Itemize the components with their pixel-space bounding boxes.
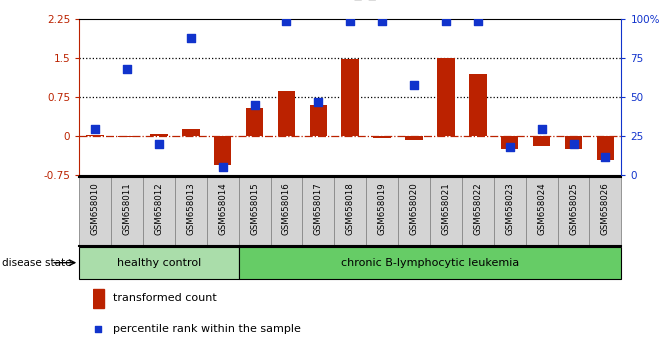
Point (90, 126, 101, 131)
Bar (239, 177, 270, 246)
Bar (462, 177, 494, 246)
Point (472, 18, 483, 24)
Bar (182, 129, 199, 136)
Text: GSM658011: GSM658011 (123, 183, 132, 235)
Bar (589, 177, 621, 246)
Point (505, 144, 515, 150)
Point (93, 326, 104, 332)
Point (249, 102, 260, 108)
Bar (501, 136, 519, 149)
Text: GSM658013: GSM658013 (187, 183, 195, 235)
Bar (405, 136, 423, 140)
Text: transformed count: transformed count (113, 293, 217, 303)
Text: GSM658021: GSM658021 (442, 183, 450, 235)
Text: percentile rank within the sample: percentile rank within the sample (113, 324, 301, 334)
Text: chronic B-lymphocytic leukemia: chronic B-lymphocytic leukemia (341, 258, 519, 268)
Text: GSM658018: GSM658018 (346, 183, 355, 235)
Bar (533, 136, 550, 145)
Point (409, 82, 419, 88)
Text: GSM658017: GSM658017 (314, 183, 323, 235)
Bar (525, 177, 558, 246)
Bar (437, 58, 455, 136)
Bar (430, 177, 462, 246)
Bar (270, 177, 303, 246)
Text: GSM658022: GSM658022 (473, 183, 482, 235)
Point (377, 18, 388, 24)
Point (217, 165, 228, 170)
Point (345, 18, 356, 24)
Bar (118, 136, 136, 137)
Text: GSM658015: GSM658015 (250, 183, 259, 235)
Bar (398, 177, 430, 246)
Text: GSM658023: GSM658023 (505, 183, 514, 235)
Bar (558, 177, 589, 246)
Text: disease state: disease state (2, 258, 72, 268)
Bar (278, 91, 295, 136)
Text: GSM658012: GSM658012 (154, 183, 164, 235)
Text: GSM658014: GSM658014 (218, 183, 227, 235)
Point (536, 126, 547, 131)
Bar (214, 136, 231, 165)
Bar (79, 247, 239, 279)
Bar (175, 177, 207, 246)
Text: GSM658010: GSM658010 (91, 183, 99, 235)
Bar (246, 108, 263, 136)
Point (313, 99, 323, 105)
Bar (87, 135, 104, 136)
Point (600, 154, 611, 159)
Bar (111, 177, 143, 246)
Bar (597, 136, 614, 160)
Bar (469, 74, 486, 136)
Point (568, 141, 579, 147)
Bar (150, 134, 168, 136)
Bar (366, 177, 398, 246)
Text: healthy control: healthy control (117, 258, 201, 268)
Point (121, 67, 132, 72)
Bar (342, 59, 359, 136)
Bar (565, 136, 582, 149)
Point (281, 18, 292, 24)
Text: GSM658026: GSM658026 (601, 183, 610, 235)
Bar (494, 177, 525, 246)
Point (185, 35, 196, 41)
Bar (309, 105, 327, 136)
Point (441, 18, 452, 24)
Text: GSM658019: GSM658019 (378, 183, 386, 235)
Bar (93, 289, 104, 308)
Text: GSM658020: GSM658020 (409, 183, 419, 235)
Bar (207, 177, 239, 246)
Bar (143, 177, 175, 246)
Text: GSM658024: GSM658024 (537, 183, 546, 235)
Text: GSM658016: GSM658016 (282, 183, 291, 235)
Bar (373, 136, 391, 138)
Point (154, 141, 164, 147)
Bar (303, 177, 334, 246)
Bar (239, 247, 621, 279)
Bar (79, 177, 111, 246)
Bar (334, 177, 366, 246)
Text: GSM658025: GSM658025 (569, 183, 578, 235)
